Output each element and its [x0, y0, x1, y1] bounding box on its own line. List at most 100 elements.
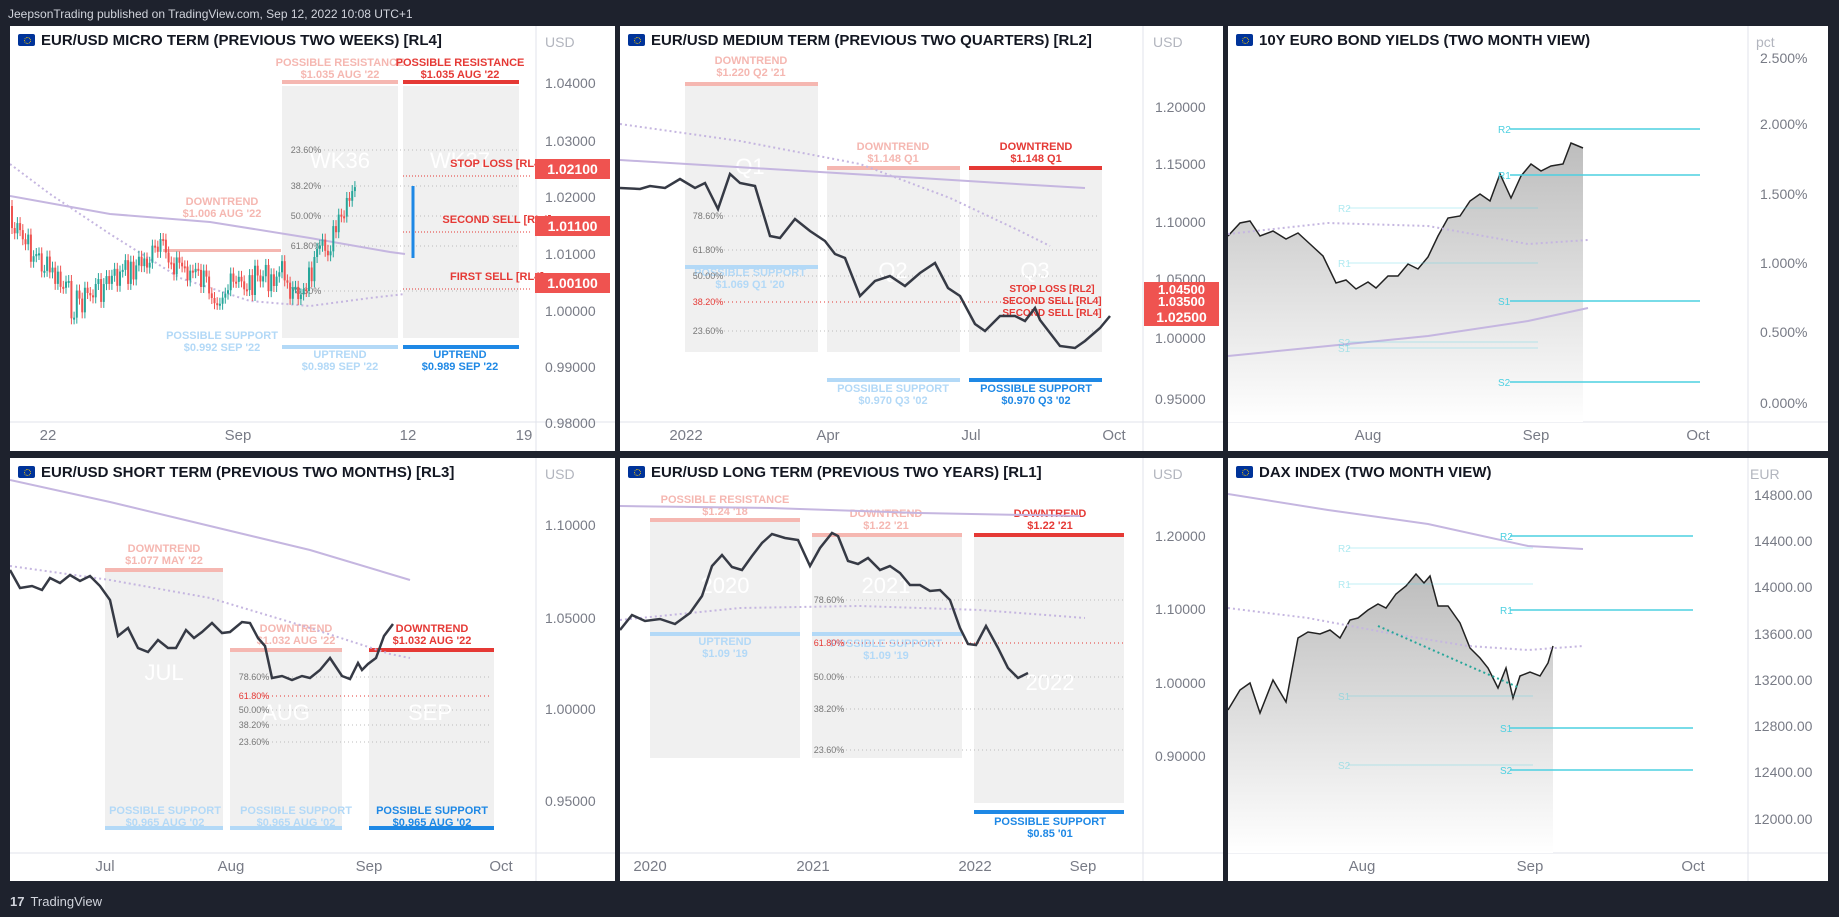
- zone-2022: [974, 533, 1124, 803]
- x-tick-label: Oct: [1102, 427, 1126, 444]
- panel-bond-yields[interactable]: R2 R1 R2 R1 S1 S1 S2 S2 2.500% 2.000% 1.500% 1.000%…: [1228, 26, 1828, 451]
- zone-q1: [685, 82, 818, 352]
- candle-body: [270, 274, 273, 292]
- level-label: S1: [1338, 692, 1351, 703]
- zone-border: [974, 533, 1124, 537]
- candle-body: [127, 260, 130, 284]
- zone-label: $0.970 Q3 '02: [1001, 395, 1070, 407]
- level-label: S2: [1338, 761, 1351, 772]
- y-tick-label: 1.03000: [545, 133, 596, 149]
- candle-body: [259, 275, 262, 282]
- candle-body: [54, 267, 57, 284]
- candle-body: [232, 273, 235, 282]
- candle-body: [70, 280, 73, 319]
- candle-body: [278, 272, 281, 277]
- zone-border: [105, 826, 223, 830]
- eu-flag-icon: [1236, 466, 1253, 478]
- x-tick-label: Sep: [1517, 858, 1544, 875]
- eu-flag-icon: [18, 34, 35, 46]
- zone-label: POSSIBLE SUPPORT: [109, 805, 221, 817]
- candle-body: [43, 270, 46, 273]
- candle-body: [113, 268, 116, 276]
- zone-label: $1.148 Q1: [1010, 153, 1061, 165]
- level-label: S2: [1498, 378, 1511, 389]
- candle-body: [21, 230, 24, 240]
- candle-body: [97, 279, 100, 285]
- zone-label: POSSIBLE SUPPORT: [980, 383, 1092, 395]
- zone-label: POSSIBLE SUPPORT: [376, 805, 488, 817]
- panel-medium-term[interactable]: Q1 Q2 Q3 DOWNTREND $1.220 Q2 '21 DOWNTREND $1.…: [620, 26, 1223, 451]
- panel-title: EUR/USD MEDIUM TERM (PREVIOUS TWO QUARTE…: [628, 32, 1092, 49]
- level-label: R1: [1338, 580, 1351, 591]
- candle-body: [202, 270, 205, 287]
- unit-label: pct: [1756, 34, 1775, 50]
- y-tick-label: 0.95000: [1155, 391, 1206, 407]
- zone-resistance: [403, 86, 519, 338]
- y-tick-label: 2.500%: [1760, 50, 1807, 66]
- watermark: JUL: [144, 660, 183, 685]
- candle-body: [89, 293, 92, 296]
- price-box-stop-loss: 1.02100: [535, 159, 610, 179]
- y-tick-label: 1.15000: [1155, 156, 1206, 172]
- candle-body: [46, 256, 49, 271]
- candle-body: [256, 265, 259, 276]
- zone-border: [969, 166, 1102, 170]
- chart-svg: 2020 2021 2022 POSSIBLE RESISTANCE$1.24 '18…: [620, 458, 1223, 881]
- unit-label: USD: [545, 34, 575, 50]
- x-tick-label: Aug: [1355, 427, 1382, 444]
- candle-body: [272, 274, 275, 286]
- panel-title: 10Y EURO BOND YIELDS (TWO MONTH VIEW): [1236, 32, 1590, 49]
- candle-body: [310, 267, 313, 282]
- candle-body: [124, 260, 127, 270]
- zone-label: $1.032 AUG '22: [393, 635, 472, 647]
- chart-svg: R2R1R2R1S1S1S2S22.500%2.000%1.500%1.000%…: [1228, 26, 1828, 451]
- x-tick-label: Jul: [961, 427, 980, 444]
- zone-label: $1.035 AUG '22: [301, 69, 380, 81]
- candle-body: [302, 289, 305, 295]
- zone-border: [282, 80, 398, 84]
- zone-border: [650, 632, 800, 636]
- ma-solid: [620, 505, 1081, 517]
- candle-body: [262, 276, 265, 282]
- fib-label: 38.20%: [693, 297, 724, 307]
- zone-border: [685, 82, 818, 86]
- watermark: Q3: [1020, 258, 1049, 283]
- candle-body: [240, 276, 243, 282]
- candle-body: [197, 268, 200, 271]
- y-tick-label: 1.04000: [545, 75, 596, 91]
- candle-body: [294, 286, 297, 289]
- candle-body: [248, 275, 251, 291]
- panel-micro-term[interactable]: WK36 WK37 POSSIBLE RESISTANCE $1.035 AUG '2…: [10, 26, 615, 451]
- footer-brand[interactable]: TradingView: [30, 894, 103, 909]
- y-tick-label: 1.02000: [545, 189, 596, 205]
- y-tick-label: 14000.00: [1754, 579, 1813, 595]
- candle-body: [324, 239, 327, 251]
- candle-body: [264, 264, 267, 277]
- ma-dotted: [1228, 221, 1589, 246]
- candle-body: [245, 289, 248, 292]
- candle-body: [51, 267, 54, 273]
- zone-label: UPTREND: [698, 636, 751, 648]
- candle-body: [329, 251, 332, 256]
- x-tick-label: Sep: [356, 858, 383, 875]
- zone-label: $0.989 SEP '22: [302, 361, 378, 373]
- level-label: R1: [1498, 171, 1511, 182]
- candle-body: [40, 253, 43, 272]
- panel-dax[interactable]: R2 R2 R1 R1 S1 S1 S2 S2 14800.00 14400.00 14000.00…: [1228, 458, 1828, 881]
- fib-label: 61.80%: [693, 245, 724, 255]
- level-label: S1: [1338, 344, 1351, 355]
- panel-title: EUR/USD MICRO TERM (PREVIOUS TWO WEEKS) …: [18, 32, 442, 49]
- panel-short-term[interactable]: JUL AUG SEP DOWNTREND $1.077 MAY '22 DOWNTREN…: [10, 458, 615, 881]
- zone-border: [685, 265, 818, 269]
- zone-label: $1.24 '18: [702, 506, 747, 518]
- panel-long-term[interactable]: 2020 2021 2022 POSSIBLE RESISTANCE $1.24 '18…: [620, 458, 1223, 881]
- candle-body: [208, 276, 211, 294]
- candle-body: [275, 276, 278, 286]
- x-tick-label: Aug: [1349, 858, 1376, 875]
- zone-label: POSSIBLE SUPPORT: [694, 267, 806, 279]
- zone-label: DOWNTREND: [128, 543, 201, 555]
- fib-label: 78.60%: [239, 672, 270, 682]
- x-tick-label: 2021: [796, 858, 829, 875]
- panel-title: EUR/USD LONG TERM (PREVIOUS TWO YEARS) […: [628, 464, 1042, 481]
